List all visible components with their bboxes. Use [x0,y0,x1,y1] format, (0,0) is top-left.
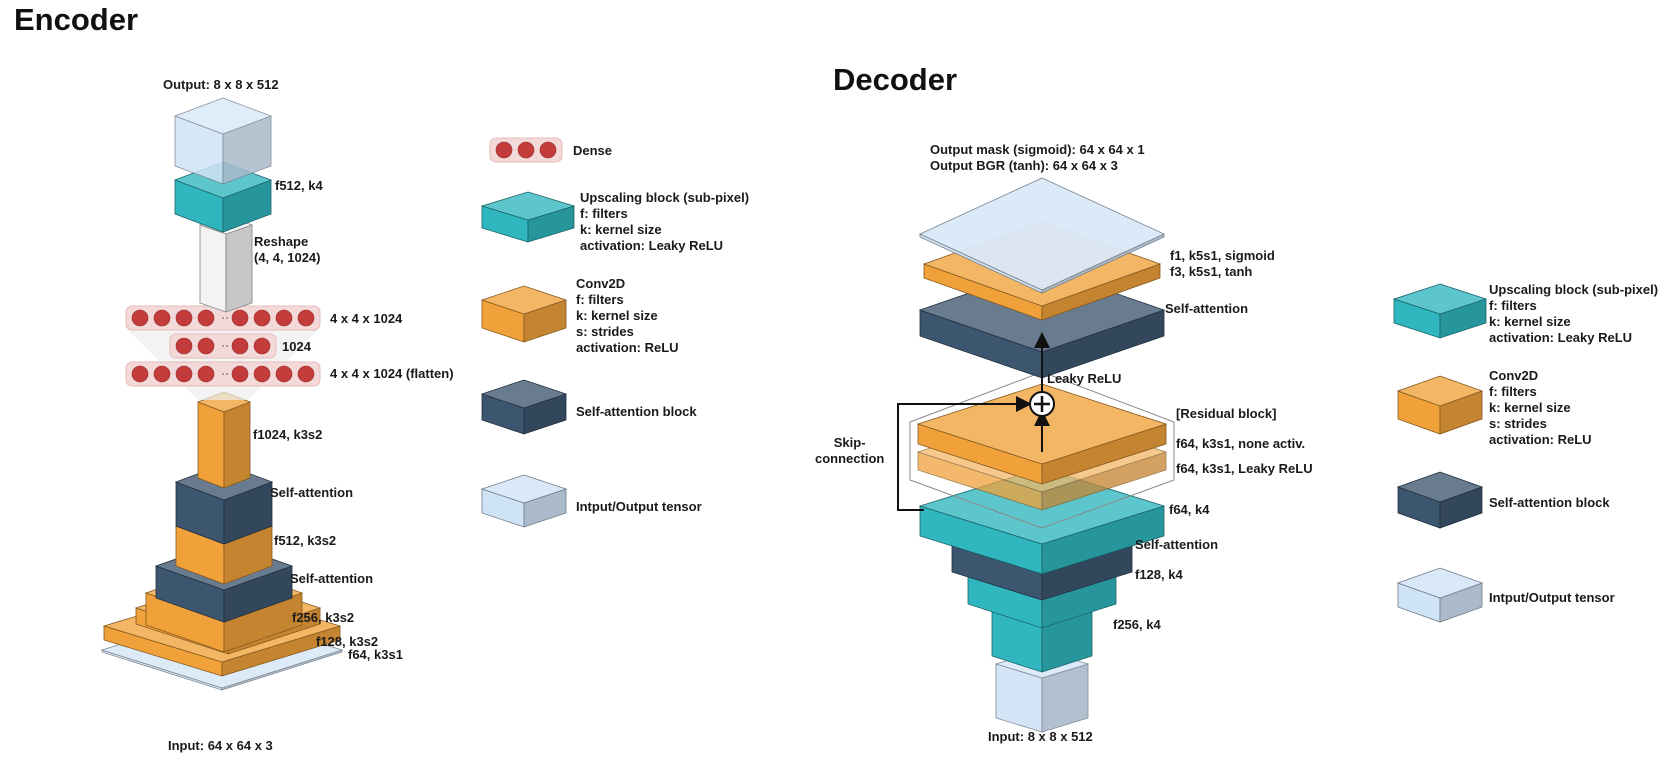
dense-neuron-icon [231,337,249,355]
dense-neuron-icon [231,309,249,327]
legend-left-dense-label: Dense [573,143,613,158]
dense-neuron-icon [197,337,215,355]
legend-right-attention-label: Self-attention block [1489,495,1610,510]
encoder-attention-label-2: Self-attention [290,571,374,586]
decoder-up64-label: f64, k4 [1169,502,1210,517]
add-icon [1029,391,1055,417]
decoder-residual-label: [Residual block] [1176,406,1277,421]
legend-left-attention-label: Self-attention block [576,404,697,419]
dense-neuron-icon [153,309,171,327]
dense-neuron-icon [275,309,293,327]
legend-right-conv-icon [1396,375,1484,435]
encoder-output-label: Output: 8 x 8 x 512 [163,77,279,92]
decoder-output-tensor [919,177,1165,294]
decoder-up128-label: f128, k4 [1135,567,1183,582]
dense-neuron-icon [275,365,293,383]
encoder-output-tensor [173,97,273,185]
decoder-final-conv-label: f1, k5s1, sigmoid f3, k5s1, tanh [1170,248,1275,279]
decoder-skip-label: Skip- connection [815,435,885,466]
encoder-dense-label-3: 4 x 4 x 1024 (flatten) [330,366,454,381]
encoder-dense-1024 [169,333,277,359]
legend-left-conv-label: Conv2D f: filters k: kernel size s: stri… [576,276,679,355]
encoder-attention-label-1: Self-attention [270,485,354,500]
dense-neuron-icon [297,309,315,327]
dense-neuron-icon [253,309,271,327]
encoder-conv-label-2: f512, k3s2 [274,533,337,548]
decoder-attention-mid-label: Self-attention [1135,537,1219,552]
legend-right-tensor-label: Intput/Output tensor [1489,590,1615,605]
legend-left-tensor-icon [480,474,568,528]
legend-left-upscaling-label: Upscaling block (sub-pixel) f: filters k… [580,190,750,253]
dense-neuron-icon [175,337,193,355]
decoder-title: Decoder [833,62,958,97]
encoder-conv-label-3: f256, k3s2 [292,610,355,625]
dense-neuron-icon [517,141,535,159]
encoder-dense-label-2: 1024 [282,339,311,354]
encoder-title: Encoder [14,2,139,37]
legend-right-tensor-icon [1396,567,1484,623]
legend-left-dense-icon [489,137,563,163]
decoder-input-label: Input: 8 x 8 x 512 [988,729,1093,744]
encoder-conv-label-4: f128, k3s2 [316,634,379,649]
skip-connection-arrow [897,396,1032,511]
dense-neuron-icon [131,309,149,327]
dense-neuron-icon [175,309,193,327]
decoder-res-conv2-label: f64, k3s1, Leaky ReLU [1176,461,1313,476]
legend-left-attention-icon [480,379,568,435]
encoder-reshape-label: Reshape (4, 4, 1024) [254,234,321,265]
dense-neuron-icon [153,365,171,383]
encoder-conv-label-1: f1024, k3s2 [253,427,323,442]
dense-neuron-icon [495,141,513,159]
legend-left-upscaling-icon [480,191,576,243]
dense-neuron-icon [197,309,215,327]
encoder-dense-flatten [125,361,321,387]
dense-neuron-icon [297,365,315,383]
encoder-conv-f1024 [196,391,252,489]
encoder-conv-label-5: f64, k3s1 [348,647,403,662]
decoder-res-conv1-label: f64, k3s1, none activ. [1176,436,1306,451]
dense-neuron-icon [175,365,193,383]
legend-right-upscaling-label: Upscaling block (sub-pixel) f: filters k… [1489,282,1659,345]
legend-right-attention-icon [1396,471,1484,529]
encoder-upscale-label: f512, k4 [275,178,323,193]
dense-neuron-icon [253,365,271,383]
encoder-dense-4x4x1024 [125,305,321,331]
dense-neuron-icon [197,365,215,383]
legend-left-conv-icon [480,285,568,343]
decoder-leaky-label: Leaky ReLU [1047,371,1122,386]
decoder-up256-label: f256, k4 [1113,617,1161,632]
encoder-dense-label-1: 4 x 4 x 1024 [330,311,403,326]
decoder-attention-top-label: Self-attention [1165,301,1249,316]
dense-neuron-icon [231,365,249,383]
dense-neuron-icon [539,141,557,159]
dense-neuron-icon [253,337,271,355]
dense-neuron-icon [131,365,149,383]
legend-right-upscaling-icon [1392,283,1488,339]
decoder-output-label: Output mask (sigmoid): 64 x 64 x 1 Outpu… [930,142,1145,173]
legend-right-conv-label: Conv2D f: filters k: kernel size s: stri… [1489,368,1592,447]
encoder-input-label: Input: 64 x 64 x 3 [168,738,273,753]
legend-left-tensor-label: Intput/Output tensor [576,499,702,514]
